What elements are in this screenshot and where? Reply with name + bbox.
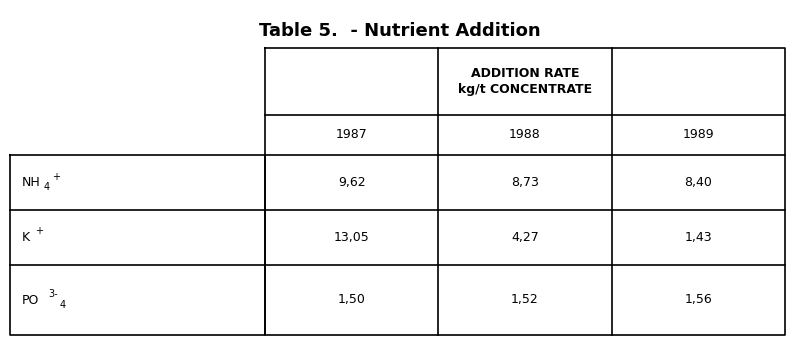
Text: 1,50: 1,50 [338,293,366,307]
Text: 1,52: 1,52 [511,293,539,307]
Text: 1,43: 1,43 [685,231,712,244]
Text: 8,73: 8,73 [511,176,539,189]
Text: 8,40: 8,40 [684,176,712,189]
Text: NH: NH [22,176,41,189]
Text: PO: PO [22,293,39,307]
Text: ADDITION RATE: ADDITION RATE [470,67,579,80]
Text: 1987: 1987 [336,128,367,142]
Text: 4: 4 [60,300,66,310]
Text: +: + [35,227,43,237]
Text: 1,56: 1,56 [685,293,712,307]
Text: Table 5.  - Nutrient Addition: Table 5. - Nutrient Addition [259,22,541,40]
Text: 3-: 3- [48,289,58,299]
Text: K: K [22,231,30,244]
Text: 4,27: 4,27 [511,231,539,244]
Text: 1988: 1988 [509,128,541,142]
Text: kg/t CONCENTRATE: kg/t CONCENTRATE [458,83,592,96]
Text: 13,05: 13,05 [334,231,370,244]
Text: 4: 4 [44,182,50,192]
Text: 9,62: 9,62 [338,176,366,189]
Text: 1989: 1989 [682,128,714,142]
Text: +: + [52,172,60,182]
